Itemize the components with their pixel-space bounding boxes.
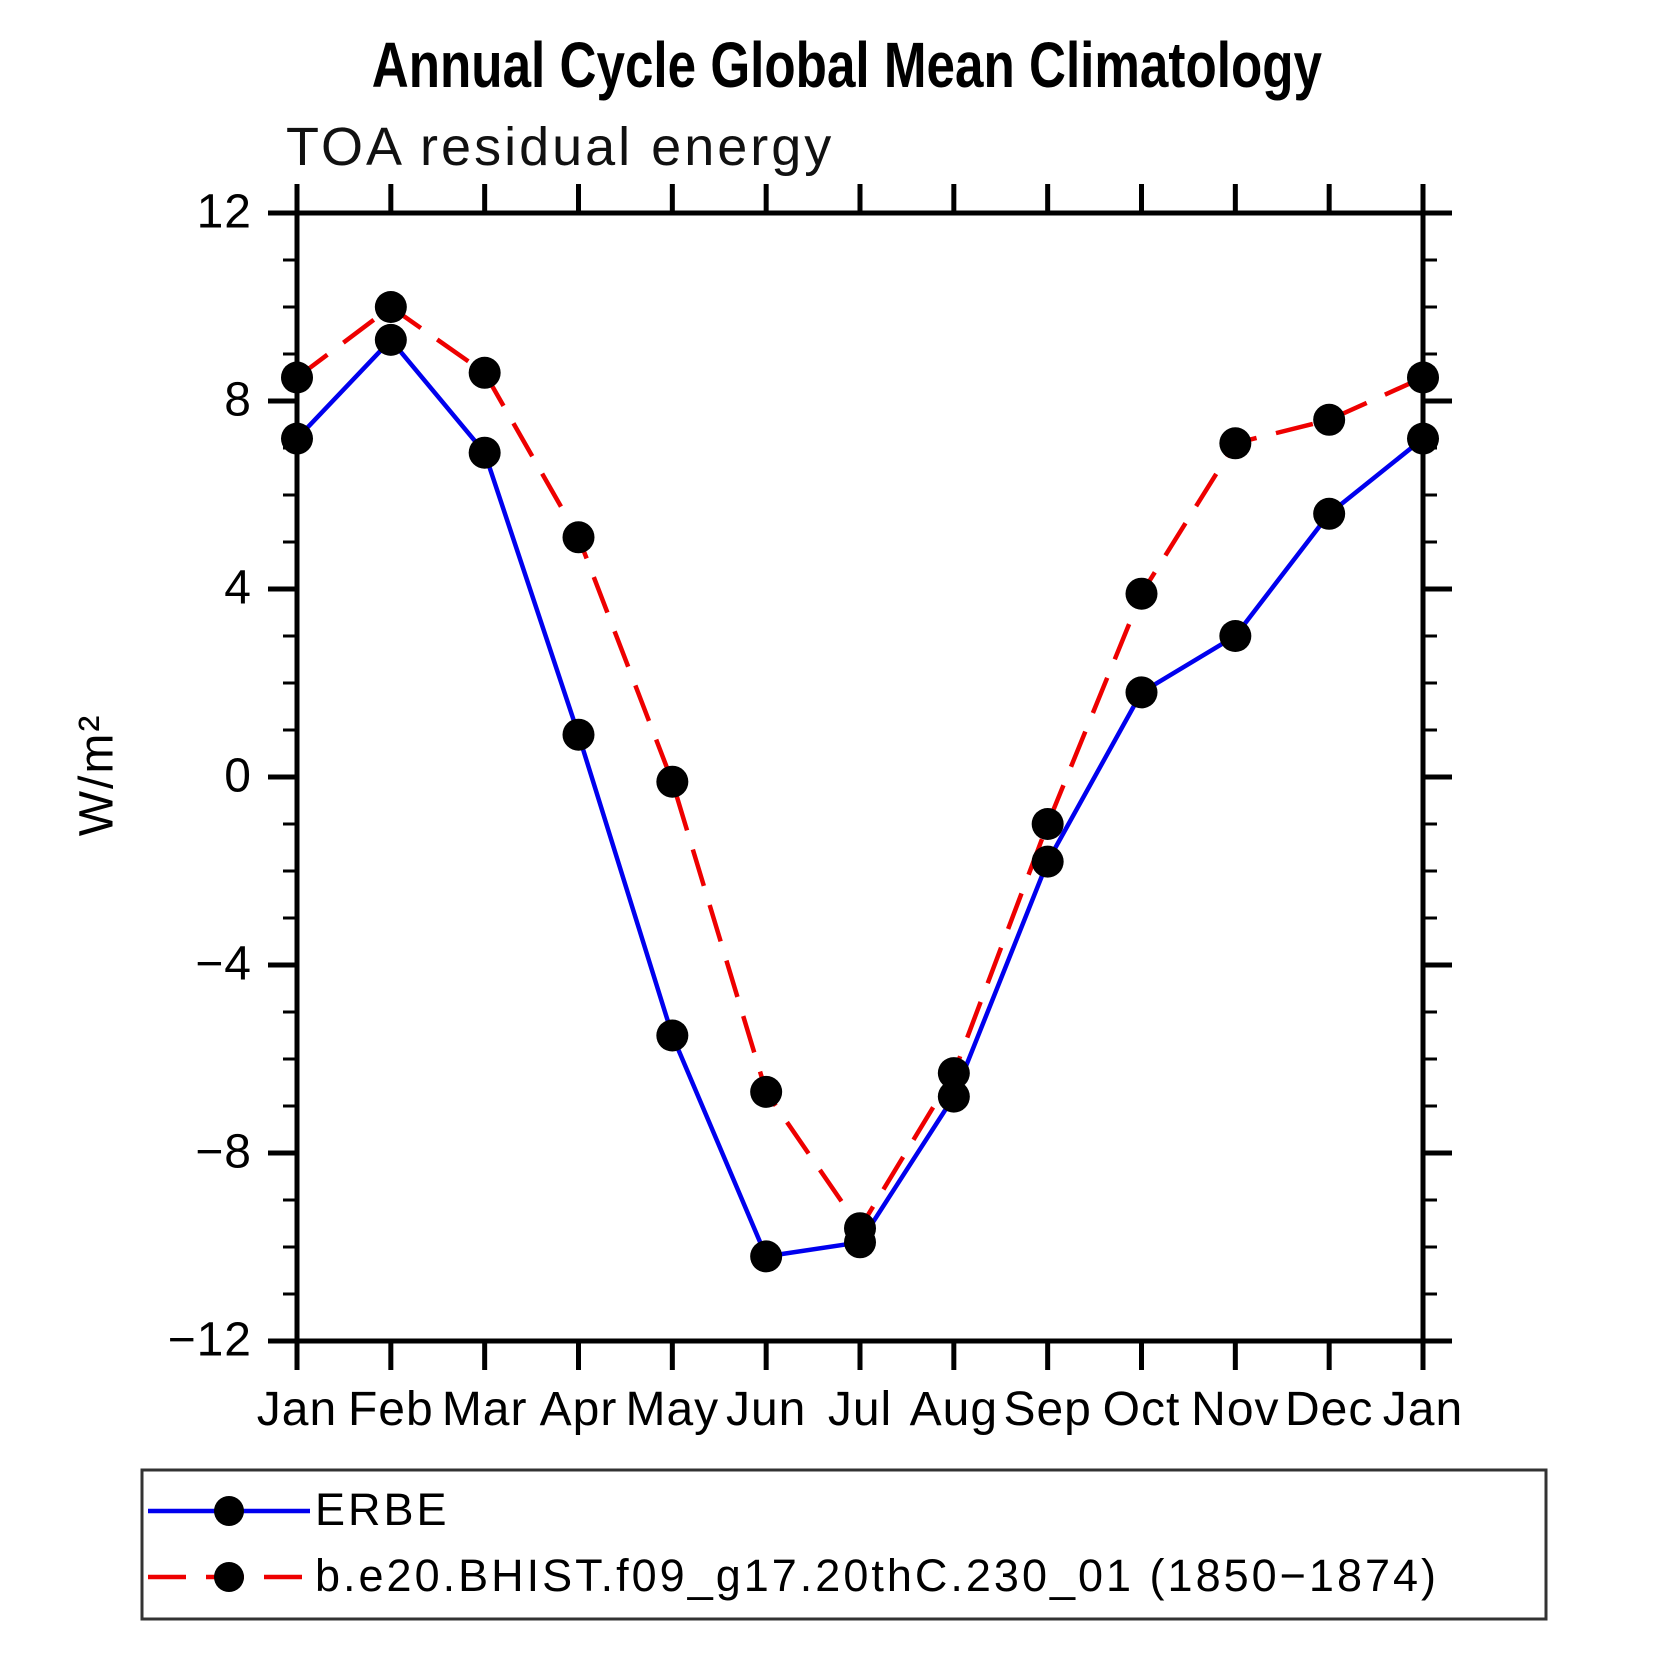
model-data-point-marker (1031, 808, 1064, 840)
x-axis-month-label: Jun (725, 1383, 807, 1436)
erbe-data-point-marker (1219, 620, 1252, 652)
plot-box-frame (294, 210, 1426, 1344)
x-axis-month-label: Apr (539, 1383, 618, 1436)
model-data-point-marker (281, 361, 313, 394)
model-data-point-marker (750, 1075, 783, 1108)
x-axis-month-label: Oct (1102, 1383, 1181, 1436)
legend-label-erbe: ERBE (315, 1483, 450, 1535)
legend-label-model: b.e20.BHIST.f09_g17.20thC.230_01 (1850−1… (315, 1549, 1440, 1601)
plot-subtitle: TOA residual energy (286, 117, 835, 177)
x-axis-month-label: Jan (1382, 1383, 1464, 1436)
erbe-data-point-marker (562, 718, 595, 751)
x-axis-month-label: May (625, 1383, 720, 1436)
legend-sample-marker (214, 1496, 244, 1526)
model-data-point-marker (937, 1057, 970, 1090)
model-data-point-marker (1407, 361, 1439, 394)
x-axis-month-label: Mar (441, 1383, 528, 1436)
y-axis-tick-label: −12 (167, 1313, 252, 1367)
erbe-data-point-marker (374, 323, 407, 356)
model-data-point-marker (468, 356, 501, 389)
y-axis-tick-label: 0 (224, 749, 252, 803)
erbe-data-point-marker (937, 1080, 970, 1113)
model-data-point-marker (1219, 427, 1252, 460)
y-axis-tick-label: 4 (224, 561, 252, 615)
erbe-data-point-marker (1125, 676, 1158, 709)
model-data-point-marker (844, 1212, 876, 1245)
model-data-point-marker (656, 765, 689, 798)
x-axis-month-label: Sep (1003, 1383, 1092, 1436)
y-axis-tick-label: 12 (196, 185, 252, 239)
page-title: Annual Cycle Global Mean Climatology (36, 28, 1658, 102)
erbe-data-point-marker (468, 436, 501, 469)
erbe-data-point-marker (1313, 497, 1346, 530)
model-series-line (295, 304, 1424, 1231)
erbe-data-point-marker (656, 1019, 689, 1052)
x-axis-month-label: Dec (1284, 1383, 1374, 1436)
erbe-data-point-marker (1407, 422, 1439, 455)
page-title-text: Annual Cycle Global Mean Climatology (371, 29, 1323, 101)
legend-box (140, 1468, 1548, 1621)
model-data-point-marker (374, 291, 407, 323)
erbe-data-point-marker (1031, 845, 1064, 878)
model-data-point-marker (1313, 403, 1346, 436)
y-axis-tick-label: 8 (224, 373, 252, 427)
x-axis-month-label: Aug (909, 1383, 999, 1436)
x-axis-month-label: Feb (347, 1383, 434, 1436)
erbe-data-point-marker (281, 422, 313, 455)
model-data-point-marker (562, 521, 595, 554)
x-axis-month-label: Jan (256, 1383, 338, 1436)
y-axis-title: W/m² (70, 713, 124, 837)
x-axis-month-label: Jul (827, 1383, 893, 1436)
x-axis-month-label: Nov (1191, 1383, 1280, 1436)
y-axis-tick-label: −8 (195, 1125, 252, 1179)
model-data-point-marker (1125, 577, 1158, 610)
erbe-series-line (295, 337, 1425, 1259)
erbe-data-point-marker (750, 1240, 783, 1273)
y-axis-tick-label: −4 (195, 937, 252, 991)
legend-sample-marker (214, 1562, 244, 1592)
